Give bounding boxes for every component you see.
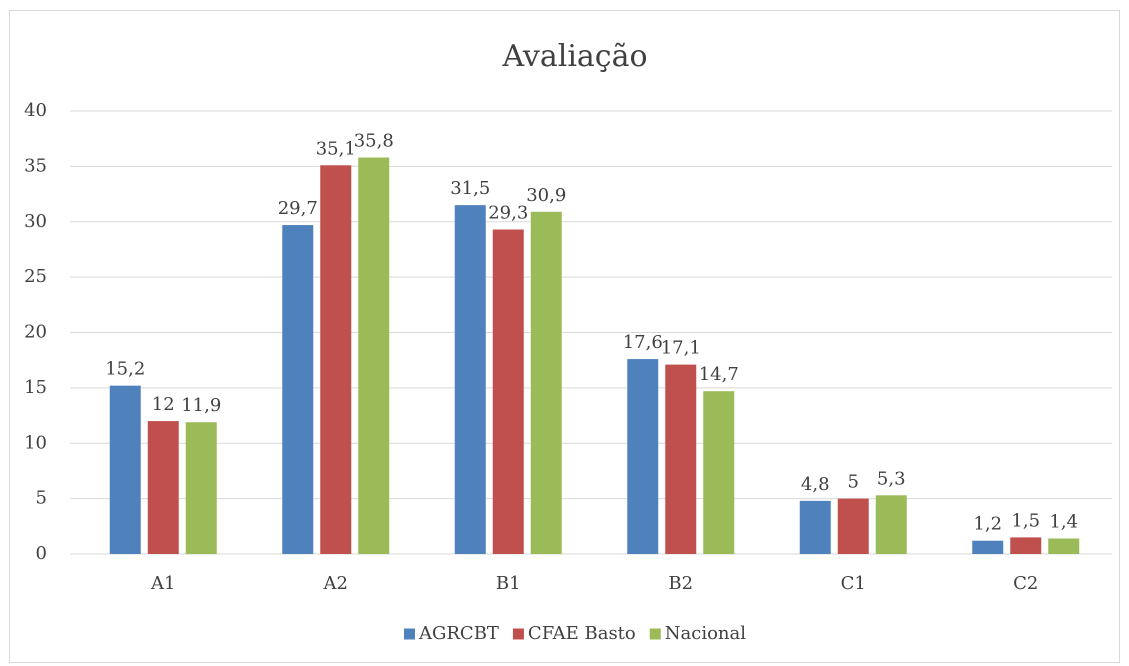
data-label: 17,1 (661, 338, 701, 359)
legend-swatch (649, 628, 661, 640)
chart-title: Avaliação (501, 39, 647, 74)
bar (185, 422, 217, 554)
x-tick-label: C1 (841, 573, 866, 594)
bar (147, 421, 179, 554)
legend-swatch (403, 628, 415, 640)
data-label: 29,3 (488, 203, 528, 224)
bar (1048, 538, 1080, 554)
x-tick-label: B2 (668, 573, 693, 594)
bar (109, 385, 141, 554)
y-tick-label: 40 (24, 100, 47, 121)
x-tick-label: A1 (150, 573, 175, 594)
data-label: 29,7 (278, 198, 318, 219)
y-tick-label: 0 (36, 543, 47, 564)
data-label: 5 (848, 472, 859, 493)
bar (282, 225, 314, 554)
bar (837, 498, 869, 554)
data-label: 1,5 (1011, 510, 1040, 531)
bar (972, 540, 1004, 554)
y-tick-label: 20 (24, 322, 47, 343)
bar (320, 165, 352, 554)
bar (703, 391, 735, 554)
data-label: 15,2 (105, 359, 145, 380)
bar (665, 364, 697, 554)
data-label: 30,9 (526, 185, 566, 206)
legend-label: AGRCBT (418, 623, 499, 644)
x-tick-label: C2 (1013, 573, 1038, 594)
bar (627, 359, 659, 554)
data-label: 35,1 (316, 138, 356, 159)
y-tick-label: 15 (24, 377, 47, 398)
data-label: 11,9 (181, 395, 221, 416)
y-tick-label: 25 (24, 266, 47, 287)
x-tick-label: A2 (323, 573, 348, 594)
chart-border (9, 10, 1120, 663)
data-label: 17,6 (623, 332, 663, 353)
x-tick-label: B1 (496, 573, 521, 594)
legend-label: CFAE Basto (528, 623, 636, 644)
legend-label: Nacional (665, 623, 746, 644)
y-tick-label: 35 (24, 155, 47, 176)
bar (875, 495, 907, 554)
data-label: 4,8 (801, 474, 830, 495)
data-label: 12 (152, 394, 175, 415)
bar (358, 157, 390, 554)
data-label: 14,7 (699, 364, 739, 385)
y-tick-label: 30 (24, 211, 47, 232)
data-label: 35,8 (354, 131, 394, 152)
data-label: 31,5 (450, 178, 490, 199)
bar (1010, 537, 1042, 554)
y-tick-label: 5 (36, 488, 47, 509)
y-tick-label: 10 (24, 432, 47, 453)
bar (492, 229, 524, 554)
data-label: 5,3 (877, 468, 906, 489)
data-label: 1,4 (1049, 511, 1078, 532)
legend-swatch (512, 628, 524, 640)
bar (799, 500, 831, 554)
data-label: 1,2 (973, 514, 1002, 535)
bar (454, 205, 486, 554)
bar (530, 211, 562, 554)
